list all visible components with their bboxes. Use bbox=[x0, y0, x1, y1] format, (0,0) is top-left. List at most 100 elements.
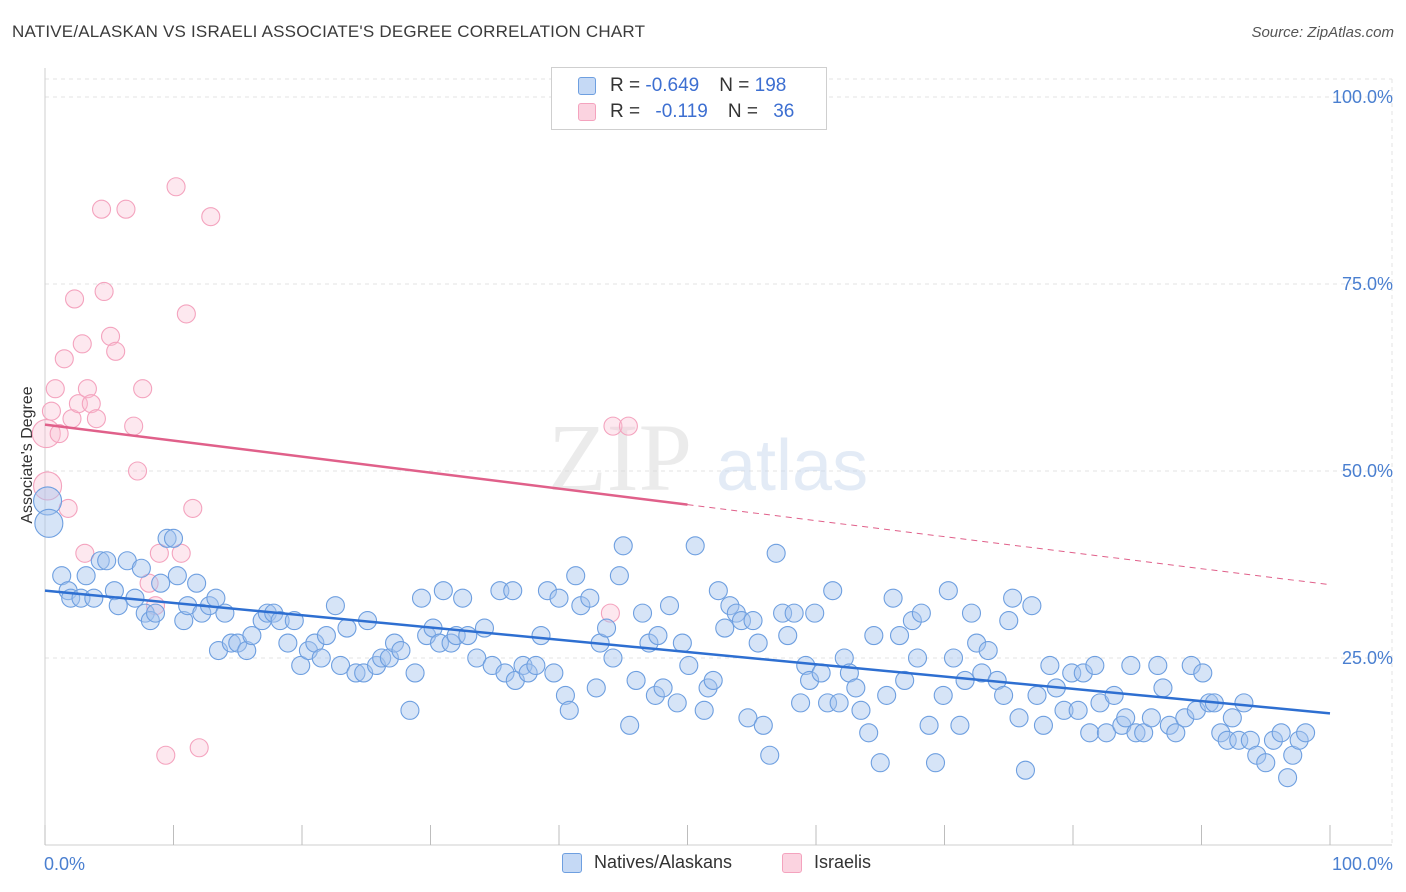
natives-point bbox=[943, 648, 964, 668]
natives-point bbox=[400, 700, 420, 720]
natives-point bbox=[738, 708, 758, 728]
natives-point bbox=[157, 528, 177, 548]
natives-point bbox=[811, 663, 831, 683]
natives-point bbox=[978, 640, 998, 661]
natives-point bbox=[800, 670, 820, 690]
correlation-legend: R = -0.649 N = 198 R = -0.119 N = 36 bbox=[551, 67, 827, 130]
watermark: ZIP atlas bbox=[548, 404, 868, 511]
natives-point bbox=[1153, 678, 1173, 698]
israelis-point bbox=[45, 379, 65, 399]
natives-point bbox=[1193, 663, 1213, 683]
israelis-point bbox=[133, 379, 153, 399]
natives-point bbox=[1054, 700, 1074, 720]
natives-point bbox=[609, 566, 629, 586]
natives-point bbox=[1217, 730, 1237, 750]
natives-point bbox=[76, 566, 96, 586]
legend-n-label: N = bbox=[727, 101, 764, 122]
natives-point bbox=[586, 678, 606, 698]
israelis-point bbox=[81, 394, 101, 414]
israelis-point bbox=[600, 603, 620, 623]
natives-point bbox=[938, 581, 958, 601]
y-tick-label: 75.0% bbox=[1342, 274, 1393, 294]
natives-point bbox=[1040, 655, 1060, 676]
israelis-point bbox=[166, 177, 186, 197]
natives-point bbox=[1296, 723, 1316, 743]
israelis-point bbox=[618, 416, 638, 436]
natives-point bbox=[531, 626, 551, 646]
natives-point bbox=[34, 508, 64, 538]
natives-point bbox=[645, 685, 665, 705]
natives-point bbox=[346, 663, 366, 683]
natives-point bbox=[703, 670, 723, 690]
natives-point bbox=[648, 626, 668, 646]
natives-point bbox=[1121, 655, 1141, 676]
natives-point bbox=[131, 558, 151, 578]
natives-point bbox=[174, 611, 194, 631]
natives-point bbox=[613, 536, 633, 556]
natives-point bbox=[994, 685, 1014, 705]
x-tick-label-min: 0.0% bbox=[44, 854, 85, 874]
natives-point bbox=[911, 603, 931, 623]
natives-point bbox=[805, 603, 825, 623]
natives-point bbox=[104, 581, 124, 601]
natives-point bbox=[955, 670, 975, 690]
israelis-point bbox=[201, 207, 221, 227]
natives-point bbox=[1271, 723, 1291, 743]
legend-r-value: -0.649 bbox=[645, 75, 700, 96]
natives-point bbox=[632, 603, 653, 623]
natives-trend-line bbox=[44, 589, 1331, 715]
natives-point bbox=[237, 640, 257, 661]
natives-point bbox=[796, 655, 816, 676]
chart-title: NATIVE/ALASKAN VS ISRAELI ASSOCIATE'S DE… bbox=[12, 22, 646, 41]
natives-point bbox=[453, 588, 473, 608]
natives-point bbox=[919, 715, 939, 735]
natives-point bbox=[555, 685, 575, 705]
x-tick-label-max: 100.0% bbox=[1332, 854, 1393, 874]
israelis-point bbox=[33, 471, 63, 501]
natives-point bbox=[766, 543, 786, 563]
natives-point bbox=[877, 685, 897, 705]
natives-point bbox=[708, 581, 728, 601]
natives-point bbox=[603, 648, 623, 668]
israelis-point bbox=[106, 341, 126, 361]
israelis-point bbox=[86, 409, 106, 429]
natives-point bbox=[620, 715, 640, 735]
natives-point bbox=[549, 588, 569, 608]
natives-point bbox=[778, 626, 798, 646]
natives-point bbox=[784, 603, 804, 623]
natives-point bbox=[1003, 588, 1023, 608]
natives-point bbox=[1166, 723, 1186, 743]
israelis-point bbox=[176, 304, 196, 324]
x-tick-labels: 0.0% 100.0% bbox=[44, 854, 1393, 874]
y-tick-label: 100.0% bbox=[1332, 87, 1393, 107]
watermark-atlas: atlas bbox=[716, 426, 868, 506]
natives-point bbox=[1085, 655, 1105, 676]
legend-r-label: R = bbox=[610, 75, 646, 96]
natives-point bbox=[391, 640, 411, 661]
natives-point bbox=[1104, 685, 1124, 705]
natives-point bbox=[999, 611, 1019, 631]
natives-point bbox=[1278, 768, 1298, 788]
series-label-natives: Natives/Alaskans bbox=[594, 852, 733, 872]
israelis-point bbox=[127, 461, 148, 481]
natives-point bbox=[1159, 715, 1179, 735]
natives-point bbox=[221, 633, 241, 653]
natives-point bbox=[1015, 760, 1036, 780]
natives-point bbox=[337, 618, 357, 638]
israelis-point bbox=[94, 281, 114, 302]
natives-point bbox=[950, 715, 970, 735]
natives-point bbox=[659, 596, 680, 616]
natives-point bbox=[316, 626, 336, 646]
natives-point bbox=[829, 693, 849, 713]
natives-point bbox=[672, 633, 692, 653]
natives-point bbox=[467, 648, 487, 668]
natives-point bbox=[405, 663, 425, 683]
natives-point bbox=[411, 588, 432, 608]
israelis-point bbox=[91, 199, 112, 219]
natives-point bbox=[851, 700, 871, 720]
natives-point bbox=[429, 633, 450, 653]
natives-point bbox=[311, 648, 331, 668]
israelis-point bbox=[49, 424, 69, 444]
natives-point bbox=[503, 581, 523, 601]
